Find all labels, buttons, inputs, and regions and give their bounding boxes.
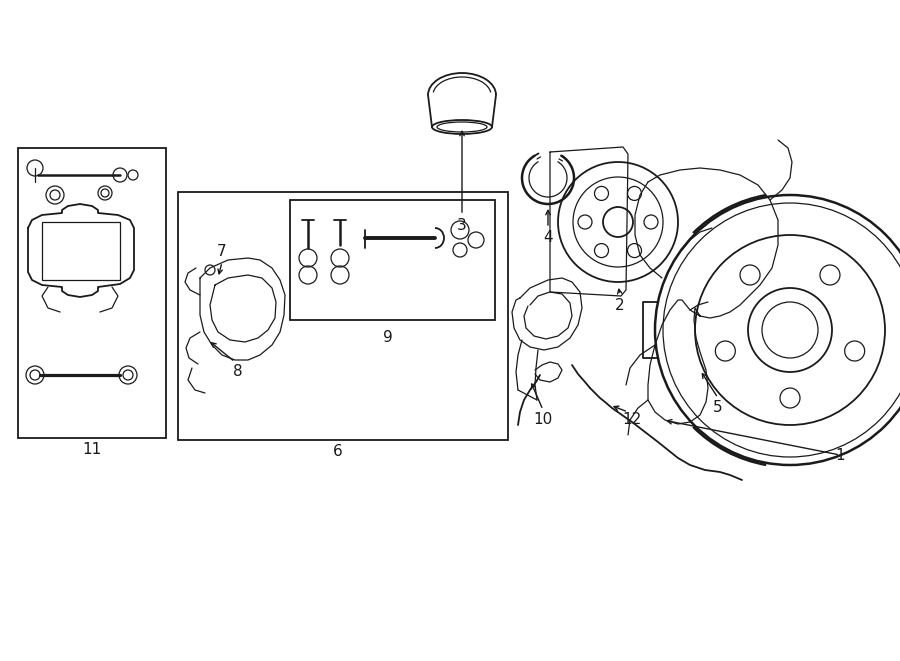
Text: 3: 3 — [457, 217, 467, 233]
Text: 2: 2 — [616, 297, 625, 313]
Bar — [290, 200, 495, 320]
Text: 11: 11 — [83, 442, 102, 457]
Bar — [178, 192, 508, 440]
Text: 1: 1 — [835, 447, 845, 463]
Text: 12: 12 — [623, 412, 642, 428]
Text: 7: 7 — [217, 245, 227, 260]
Bar — [18, 148, 166, 438]
Text: 5: 5 — [713, 401, 723, 416]
Text: 8: 8 — [233, 364, 243, 379]
Text: 9: 9 — [383, 330, 393, 346]
Text: 10: 10 — [534, 412, 553, 428]
Text: 4: 4 — [544, 231, 553, 245]
Text: 6: 6 — [333, 444, 343, 459]
Bar — [42, 222, 120, 280]
